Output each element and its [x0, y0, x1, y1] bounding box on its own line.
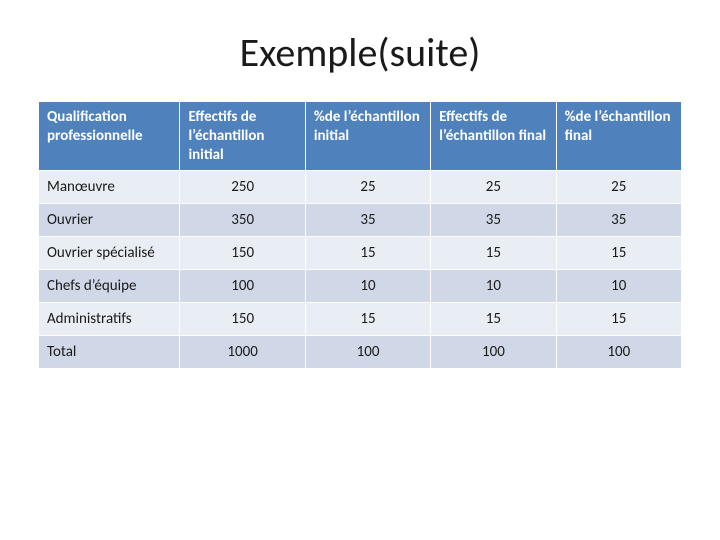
cell-pct-init: 15: [305, 237, 430, 270]
cell-label: Total: [39, 336, 180, 369]
cell-eff-init: 150: [180, 303, 305, 336]
cell-label: Chefs d’équipe: [39, 270, 180, 303]
table-row: Ouvrier spécialisé 150 15 15 15: [39, 237, 682, 270]
slide-title: Exemple(suite): [0, 0, 720, 101]
cell-eff-init: 100: [180, 270, 305, 303]
table-row: Chefs d’équipe 100 10 10 10: [39, 270, 682, 303]
cell-label: Administratifs: [39, 303, 180, 336]
cell-eff-init: 150: [180, 237, 305, 270]
cell-pct-final: 25: [556, 171, 681, 204]
cell-eff-final: 15: [431, 303, 556, 336]
table-header-row: Qualification professionnelle Effectifs …: [39, 102, 682, 171]
cell-eff-init: 1000: [180, 336, 305, 369]
cell-pct-init: 35: [305, 204, 430, 237]
cell-eff-final: 100: [431, 336, 556, 369]
cell-pct-init: 25: [305, 171, 430, 204]
cell-eff-final: 25: [431, 171, 556, 204]
cell-pct-final: 35: [556, 204, 681, 237]
cell-pct-final: 100: [556, 336, 681, 369]
col-header-eff-final: Effectifs de l’échantillon final: [431, 102, 556, 171]
cell-pct-final: 10: [556, 270, 681, 303]
cell-label: Ouvrier spécialisé: [39, 237, 180, 270]
cell-eff-final: 35: [431, 204, 556, 237]
table-container: Qualification professionnelle Effectifs …: [0, 101, 720, 369]
table-row: Administratifs 150 15 15 15: [39, 303, 682, 336]
table-row-total: Total 1000 100 100 100: [39, 336, 682, 369]
table-row: Manœuvre 250 25 25 25: [39, 171, 682, 204]
cell-label: Manœuvre: [39, 171, 180, 204]
data-table: Qualification professionnelle Effectifs …: [38, 101, 682, 369]
col-header-pct-final: %de l’échantillon final: [556, 102, 681, 171]
cell-pct-final: 15: [556, 303, 681, 336]
col-header-qualification: Qualification professionnelle: [39, 102, 180, 171]
cell-pct-final: 15: [556, 237, 681, 270]
cell-eff-final: 10: [431, 270, 556, 303]
cell-label: Ouvrier: [39, 204, 180, 237]
cell-pct-init: 10: [305, 270, 430, 303]
cell-pct-init: 100: [305, 336, 430, 369]
cell-pct-init: 15: [305, 303, 430, 336]
table-row: Ouvrier 350 35 35 35: [39, 204, 682, 237]
cell-eff-init: 350: [180, 204, 305, 237]
cell-eff-init: 250: [180, 171, 305, 204]
cell-eff-final: 15: [431, 237, 556, 270]
col-header-eff-init: Effectifs de l’échantillon initial: [180, 102, 305, 171]
col-header-pct-init: %de l’échantillon initial: [305, 102, 430, 171]
